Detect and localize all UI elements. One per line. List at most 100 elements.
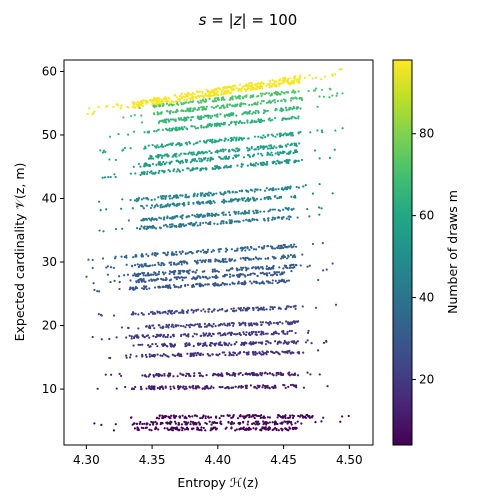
scatter-point — [252, 308, 255, 311]
scatter-point — [228, 273, 232, 276]
scatter-point — [259, 428, 263, 431]
scatter-point — [210, 125, 213, 128]
scatter-point — [173, 195, 176, 198]
scatter-point — [132, 103, 135, 107]
scatter-point — [266, 350, 270, 354]
scatter-point — [91, 335, 94, 339]
scatter-point — [165, 325, 168, 329]
scatter-point — [207, 310, 210, 313]
scatter-point — [121, 149, 124, 152]
scatter-point — [196, 141, 199, 144]
scatter-point — [279, 78, 282, 81]
scatter-point — [288, 158, 291, 162]
scatter-point — [144, 353, 147, 357]
scatter-point — [282, 246, 285, 250]
scatter-point — [174, 110, 177, 114]
scatter-point — [248, 110, 252, 113]
scatter-point — [171, 104, 174, 107]
scatter-point — [225, 86, 228, 89]
scatter-point — [228, 351, 231, 354]
scatter-point — [254, 341, 257, 344]
scatter-point — [285, 320, 288, 323]
scatter-point — [238, 189, 241, 193]
scatter-point — [206, 159, 209, 162]
scatter-point — [262, 353, 265, 356]
scatter-point — [117, 132, 120, 136]
scatter-point — [175, 310, 178, 313]
scatter-point — [219, 334, 222, 337]
scatter-point — [255, 218, 258, 221]
scatter-point — [251, 112, 254, 115]
scatter-point — [205, 151, 208, 154]
scatter-point — [228, 283, 232, 286]
scatter-point — [155, 145, 158, 149]
scatter-point — [221, 351, 224, 354]
scatter-point — [206, 139, 210, 142]
scatter-point — [198, 374, 201, 377]
scatter-point — [232, 307, 235, 310]
scatter-point — [271, 421, 274, 424]
scatter-point — [290, 143, 293, 146]
scatter-point — [180, 96, 184, 99]
scatter-point — [300, 422, 303, 425]
scatter-point — [270, 350, 273, 353]
scatter-point — [274, 101, 277, 104]
scatter-point — [191, 100, 195, 103]
y-tick-label: 20 — [42, 319, 57, 333]
scatter-point — [289, 264, 292, 267]
scatter-point — [320, 129, 324, 132]
scatter-point — [243, 111, 246, 115]
scatter-point — [236, 417, 240, 420]
scatter-point — [275, 273, 279, 277]
scatter-point — [167, 118, 170, 121]
scatter-point — [297, 81, 301, 84]
scatter-point — [207, 324, 211, 327]
scatter-point — [255, 281, 258, 285]
scatter-point — [243, 210, 246, 213]
scatter-point — [113, 279, 116, 282]
scatter-point — [310, 416, 314, 419]
scatter-point — [177, 142, 180, 146]
scatter-point — [137, 102, 141, 105]
scatter-point — [218, 124, 222, 127]
scatter-point — [253, 414, 256, 417]
scatter-point — [317, 349, 320, 352]
scatter-point — [143, 286, 146, 289]
scatter-point — [187, 334, 190, 338]
scatter-point — [144, 145, 147, 148]
scatter-point — [235, 86, 238, 90]
scatter-point — [261, 271, 264, 274]
scatter-point — [235, 114, 238, 117]
scatter-point — [130, 114, 133, 118]
scatter-point — [287, 255, 290, 258]
scatter-point — [278, 320, 282, 324]
scatter-point — [155, 130, 158, 133]
scatter-point — [318, 373, 321, 376]
scatter-point — [172, 385, 175, 388]
scatter-point — [153, 312, 156, 315]
scatter-point — [165, 161, 168, 164]
scatter-point — [181, 217, 184, 220]
scatter-point — [241, 309, 244, 312]
scatter-point — [275, 321, 278, 325]
scatter-point — [265, 272, 268, 275]
scatter-point — [318, 206, 321, 209]
scatter-point — [282, 256, 285, 259]
scatter-point — [108, 356, 111, 360]
scatter-point — [181, 269, 184, 272]
scatter-point — [262, 384, 265, 387]
scatter-point — [191, 352, 194, 355]
scatter-point — [264, 343, 268, 346]
scatter-point — [195, 160, 198, 163]
scatter-point — [249, 272, 252, 275]
scatter-point — [277, 341, 281, 344]
scatter-point — [188, 415, 192, 418]
scatter-point — [142, 226, 145, 229]
scatter-point — [180, 109, 183, 112]
scatter-point — [259, 92, 263, 95]
scatter-point — [182, 260, 185, 263]
scatter-point — [338, 68, 341, 71]
scatter-point — [298, 97, 301, 100]
scatter-point — [207, 415, 210, 418]
scatter-point — [185, 387, 188, 390]
